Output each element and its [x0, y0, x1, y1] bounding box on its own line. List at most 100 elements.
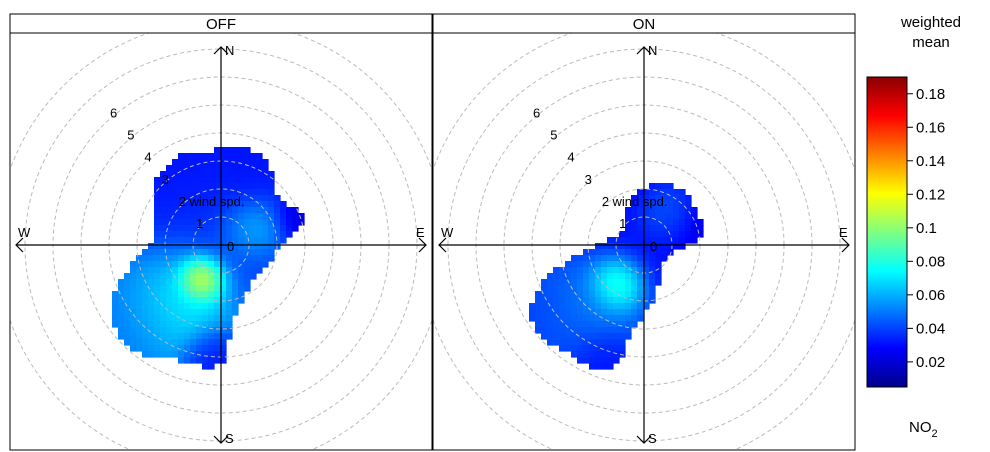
surface-cell — [232, 279, 239, 286]
surface-cell — [154, 225, 161, 232]
surface-cell — [226, 189, 233, 196]
surface-cell — [559, 273, 566, 280]
surface-cell — [190, 345, 197, 352]
surface-cell — [619, 339, 626, 346]
surface-cell — [136, 255, 143, 262]
surface-cell — [244, 261, 251, 268]
arrow-e — [418, 237, 427, 253]
surface-cell — [202, 243, 209, 250]
surface-cell — [232, 285, 239, 292]
surface-cell — [535, 291, 542, 298]
surface-cell — [214, 339, 221, 346]
surface-cell — [220, 219, 227, 226]
surface-cell — [214, 201, 221, 208]
surface-cell — [541, 279, 548, 286]
surface-cell — [643, 213, 650, 220]
surface-cell — [130, 333, 137, 340]
surface-cell — [154, 333, 161, 340]
surface-cell — [250, 207, 257, 214]
surface-cell — [214, 273, 221, 280]
surface-cell — [256, 189, 263, 196]
surface-cell — [262, 225, 269, 232]
surface-cell — [142, 273, 149, 280]
surface-cell — [220, 237, 227, 244]
surface-cell — [196, 297, 203, 304]
colorbar-pollutant: NO2 — [909, 419, 938, 440]
surface-cell — [160, 177, 167, 184]
surface-cell — [268, 255, 275, 262]
surface-cell — [142, 321, 149, 328]
surface-cell — [571, 255, 578, 262]
surface-cell — [130, 321, 137, 328]
surface-cell — [571, 315, 578, 322]
surface-cell — [214, 261, 221, 268]
surface-cell — [160, 207, 167, 214]
surface-cell — [178, 225, 185, 232]
surface-cell — [238, 219, 245, 226]
surface-cell — [529, 303, 536, 310]
surface-cell — [262, 237, 269, 244]
surface-cell — [286, 225, 293, 232]
surface-cell — [244, 201, 251, 208]
surface-cell — [178, 297, 185, 304]
surface-cell — [559, 297, 566, 304]
surface-cell — [232, 147, 239, 154]
surface-cell — [232, 309, 239, 316]
surface-cell — [607, 273, 614, 280]
surface-cell — [148, 261, 155, 268]
surface-cell — [685, 207, 692, 214]
surface-cell — [631, 219, 638, 226]
surface-cell — [619, 243, 626, 250]
surface-cell — [559, 327, 566, 334]
surface-cell — [262, 159, 269, 166]
surface-cell — [124, 285, 131, 292]
surface-cell — [220, 303, 227, 310]
surface-cell — [154, 219, 161, 226]
surface-cell — [160, 291, 167, 298]
surface-cell — [625, 237, 632, 244]
surface-cell — [136, 267, 143, 274]
surface-cell — [559, 333, 566, 340]
surface-cell — [607, 291, 614, 298]
surface-cell — [244, 273, 251, 280]
surface-cell — [196, 237, 203, 244]
surface-cell — [202, 261, 209, 268]
surface-cell — [559, 345, 566, 352]
surface-cell — [589, 273, 596, 280]
surface-cell — [619, 291, 626, 298]
surface-cell — [541, 315, 548, 322]
surface-cell — [226, 279, 233, 286]
surface-cell — [172, 171, 179, 178]
surface-cell — [160, 231, 167, 238]
surface-cell — [208, 237, 215, 244]
surface-cell — [244, 279, 251, 286]
surface-cell — [160, 351, 167, 358]
surface-cell — [589, 285, 596, 292]
surface-cell — [190, 189, 197, 196]
surface-cell — [184, 177, 191, 184]
surface-cell — [184, 201, 191, 208]
surface-cell — [286, 213, 293, 220]
surface-cell — [232, 171, 239, 178]
surface-cell — [637, 267, 644, 274]
surface-cell — [214, 237, 221, 244]
surface-cell — [667, 201, 674, 208]
surface-cell — [154, 213, 161, 220]
surface-cell — [226, 225, 233, 232]
surface-cell — [238, 147, 245, 154]
surface-cell — [208, 231, 215, 238]
surface-cell — [184, 243, 191, 250]
surface-cell — [571, 267, 578, 274]
surface-cell — [601, 267, 608, 274]
surface-cell — [577, 255, 584, 262]
surface-cell — [637, 261, 644, 268]
surface-cell — [184, 327, 191, 334]
surface-cell — [220, 357, 227, 364]
surface-cell — [268, 231, 275, 238]
surface-cell — [268, 213, 275, 220]
surface-cell — [232, 177, 239, 184]
surface-cell — [208, 153, 215, 160]
surface-cell — [571, 351, 578, 358]
surface-cell — [667, 225, 674, 232]
surface-cell — [661, 255, 668, 262]
